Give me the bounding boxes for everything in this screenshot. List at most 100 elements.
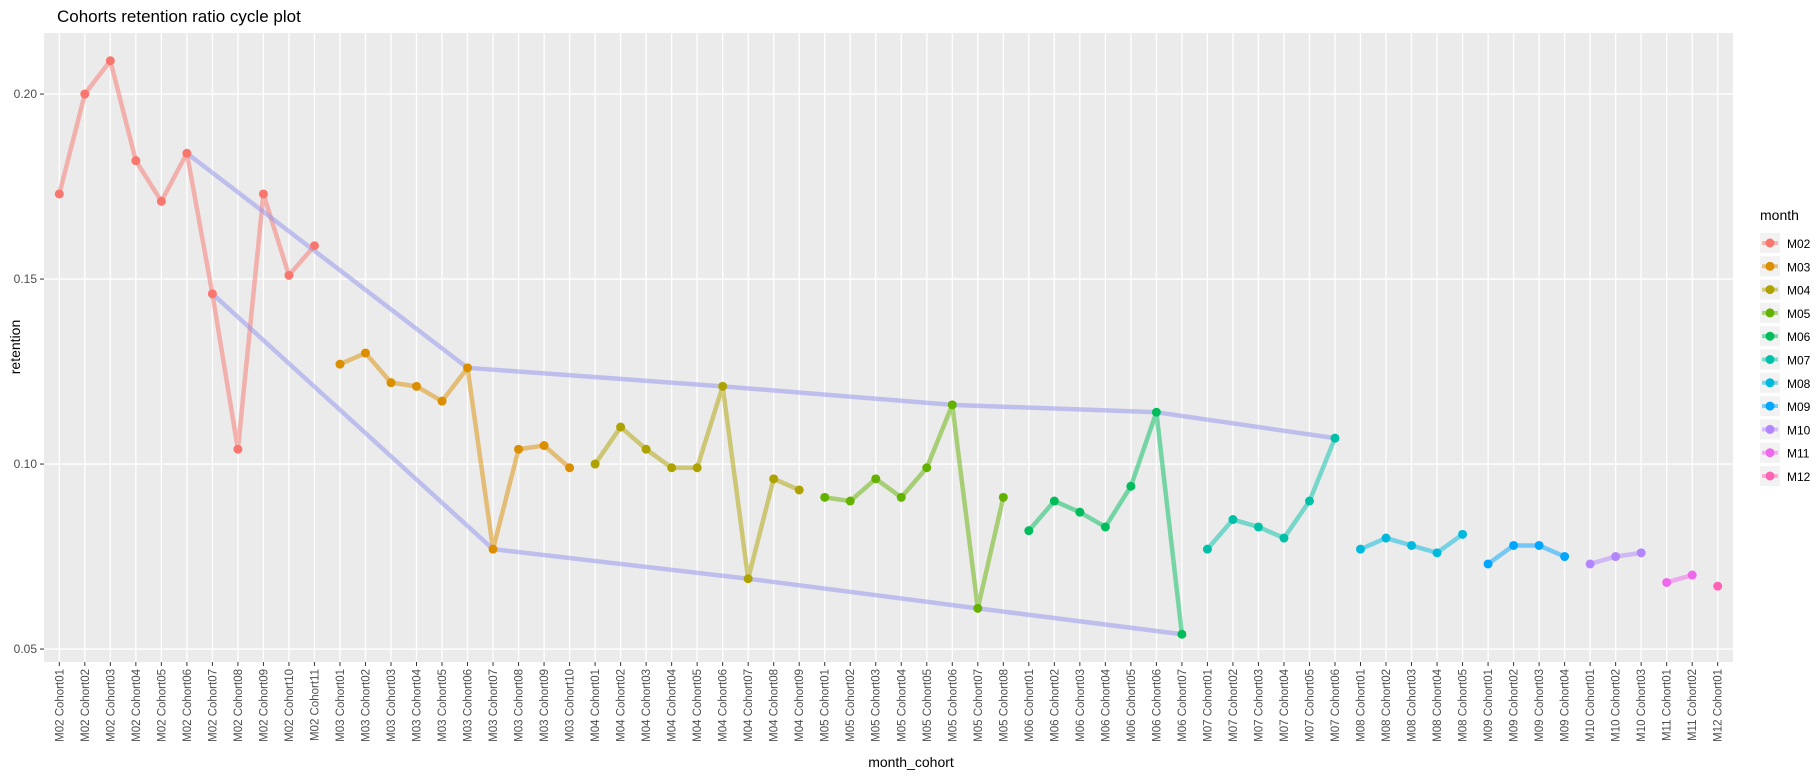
x-tick-label: M04 Cohort06 — [718, 669, 730, 742]
x-tick-label: M05 Cohort08 — [998, 669, 1010, 742]
x-tick-label: M11 Cohort02 — [1687, 669, 1699, 741]
data-point — [488, 544, 498, 554]
legend-swatch — [1765, 331, 1775, 341]
data-point — [1075, 507, 1085, 517]
x-tick-label: M08 Cohort05 — [1458, 669, 1470, 742]
legend-label: M10 — [1787, 423, 1811, 437]
legend-label: M02 — [1787, 237, 1811, 251]
trend-line — [185, 151, 1336, 441]
data-point — [871, 474, 881, 484]
data-point — [1713, 581, 1723, 591]
x-axis-title: month_cohort — [868, 754, 954, 770]
y-tick-label: 0.15 — [14, 272, 38, 286]
data-point — [769, 474, 779, 484]
x-tick-label: M11 Cohort01 — [1662, 669, 1674, 741]
x-tick-label: M09 Cohort02 — [1509, 669, 1521, 742]
data-point — [207, 289, 217, 299]
data-point — [973, 603, 983, 613]
y-tick-label: 0.20 — [14, 87, 38, 101]
data-point — [1202, 544, 1212, 554]
chart-title: Cohorts retention ratio cycle plot — [57, 7, 301, 26]
data-point — [1151, 407, 1161, 417]
legend-label: M08 — [1787, 377, 1811, 391]
data-point — [565, 463, 575, 473]
x-tick-label: M05 Cohort02 — [845, 669, 857, 742]
legend-label: M07 — [1787, 354, 1811, 368]
x-tick-label: M03 Cohort09 — [539, 669, 551, 742]
x-tick-label: M06 Cohort07 — [1177, 669, 1189, 742]
x-tick-label: M05 Cohort01 — [820, 669, 832, 742]
x-tick-label: M02 Cohort07 — [207, 669, 219, 742]
series-line — [824, 402, 1006, 611]
data-point — [998, 492, 1008, 502]
data-point — [1509, 540, 1519, 550]
data-point — [1304, 496, 1314, 506]
data-point — [667, 463, 677, 473]
data-point — [1253, 522, 1263, 532]
legend-swatch — [1765, 448, 1775, 458]
x-tick-label: M02 Cohort03 — [105, 669, 117, 742]
x-tick-label: M02 Cohort09 — [258, 669, 270, 742]
x-tick-label: M02 Cohort11 — [309, 669, 321, 741]
x-tick-label: M07 Cohort06 — [1330, 669, 1342, 742]
data-point — [284, 270, 294, 280]
x-tick-label: M04 Cohort07 — [743, 669, 755, 742]
x-tick-label: M09 Cohort01 — [1483, 669, 1495, 742]
data-point — [514, 444, 524, 454]
data-point — [616, 422, 626, 432]
x-tick-label: M03 Cohort08 — [514, 669, 526, 742]
data-point — [641, 444, 651, 454]
y-tick-label: 0.10 — [14, 457, 38, 471]
x-tick-label: M04 Cohort08 — [769, 669, 781, 742]
data-point — [1611, 552, 1621, 562]
legend-label: M05 — [1787, 307, 1811, 321]
data-point — [360, 348, 370, 358]
x-tick-label: M06 Cohort05 — [1126, 669, 1138, 742]
data-point — [386, 378, 396, 388]
data-point — [1458, 529, 1468, 539]
x-tick-label: M06 Cohort04 — [1100, 668, 1112, 741]
x-tick-label: M02 Cohort02 — [80, 669, 92, 742]
data-point — [1279, 533, 1289, 543]
legend-label: M04 — [1787, 284, 1811, 298]
legend-title: month — [1760, 207, 1799, 223]
series-line — [1205, 437, 1338, 551]
x-tick-label: M09 Cohort04 — [1560, 668, 1572, 741]
x-tick-label: M03 Cohort03 — [386, 669, 398, 742]
data-point — [743, 574, 753, 584]
series-line — [1486, 543, 1566, 566]
data-point — [947, 400, 957, 410]
legend-swatch — [1765, 378, 1775, 388]
x-tick-label: M03 Cohort06 — [463, 669, 475, 742]
legend-label: M03 — [1787, 260, 1811, 274]
series-line — [339, 350, 572, 552]
data-point — [845, 496, 855, 506]
x-tick-label: M09 Cohort03 — [1534, 669, 1546, 742]
data-point — [80, 89, 90, 99]
data-point — [794, 485, 804, 495]
x-tick-label: M05 Cohort05 — [922, 669, 934, 742]
x-tick-label: M04 Cohort05 — [692, 669, 704, 742]
x-tick-label: M02 Cohort08 — [233, 669, 245, 742]
x-tick-label: M05 Cohort07 — [973, 669, 985, 742]
data-point — [718, 381, 728, 391]
x-tick-label: M07 Cohort04 — [1279, 668, 1291, 741]
x-tick-label: M10 Cohort01 — [1585, 669, 1597, 742]
legend-swatch — [1765, 401, 1775, 411]
x-tick-label: M08 Cohort01 — [1356, 669, 1368, 742]
legend-swatch — [1765, 471, 1775, 481]
data-point — [309, 241, 319, 251]
y-tick-label: 0.05 — [14, 642, 38, 656]
data-point — [258, 189, 268, 199]
data-point — [437, 396, 447, 406]
x-tick-label: M06 Cohort02 — [1049, 669, 1061, 742]
x-tick-label: M05 Cohort03 — [871, 669, 883, 742]
data-point — [54, 189, 64, 199]
data-point — [590, 459, 600, 469]
data-point — [1100, 522, 1110, 532]
x-tick-label: M07 Cohort02 — [1228, 669, 1240, 742]
legend-label: M11 — [1787, 447, 1810, 461]
x-tick-label: M04 Cohort09 — [794, 669, 806, 742]
data-point — [1126, 481, 1136, 491]
